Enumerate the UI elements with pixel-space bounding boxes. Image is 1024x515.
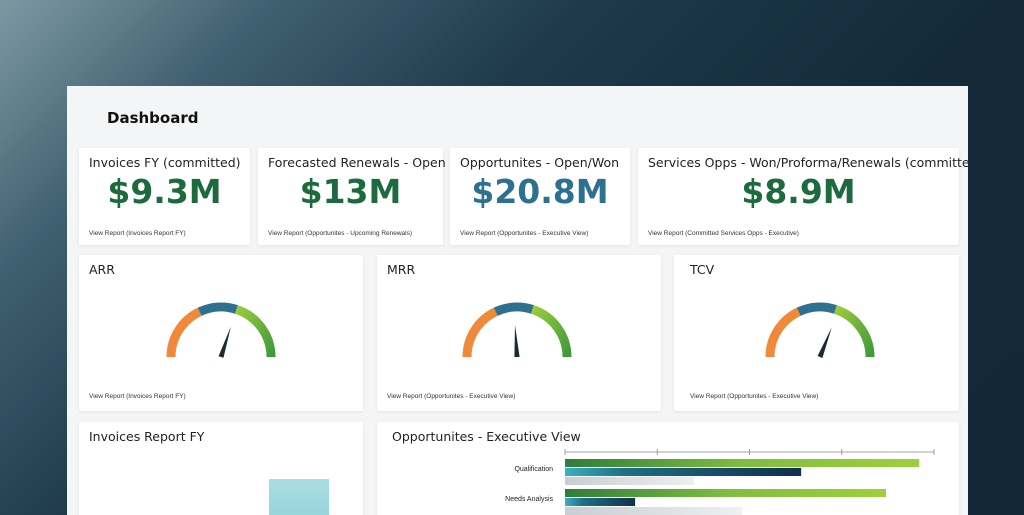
gauge-segment-low [462,307,498,358]
gauge-chart [765,302,875,358]
gauge-segment-high [530,305,572,358]
invoices-chart-card[interactable]: Invoices Report FY [79,422,363,515]
kpi-card-invoices[interactable]: Invoices FY (committed) $9.3M View Repor… [79,148,250,245]
gauge-segment-high [234,305,276,358]
kpi-title: Forecasted Renewals - Open [268,155,446,170]
gauge-title: ARR [89,262,115,277]
bar-series-1[interactable] [565,459,920,467]
gauge-needle [514,325,520,358]
gauge-card-tcv[interactable]: TCV View Report (Opportunites - Executiv… [674,255,959,411]
bar-series-1[interactable] [565,489,887,497]
view-report-link[interactable]: View Report (Opportunites - Executive Vi… [460,230,589,237]
gauge-segment-mid [493,302,534,316]
chart-title: Opportunites - Executive View [392,429,581,444]
kpi-title: Opportunites - Open/Won [460,155,620,170]
chart-bar [269,479,329,515]
gauge-segment-mid [796,302,837,316]
dashboard-panel: Dashboard Invoices FY (committed) $9.3M … [67,86,968,515]
kpi-value: $9.3M [107,172,222,211]
gauge-needle [218,326,231,358]
view-report-link[interactable]: View Report (Invoices Report FY) [89,393,186,400]
kpi-value: $8.9M [741,172,856,211]
gauge-chart [166,302,276,358]
kpi-value: $20.8M [471,172,609,211]
opportunities-chart-card[interactable]: Opportunites - Executive View Qualificat… [377,422,959,515]
bar-series-2[interactable] [565,498,636,506]
chart-title: Invoices Report FY [89,429,205,444]
kpi-title: Invoices FY (committed) [89,155,241,170]
gauge-segment-mid [197,302,238,316]
stage-label: Qualification [514,466,553,473]
gauge-segment-low [166,307,202,358]
gauge-title: MRR [387,262,416,277]
kpi-card-opportunities[interactable]: Opportunites - Open/Won $20.8M View Repo… [450,148,630,245]
view-report-link[interactable]: View Report (Opportunites - Executive Vi… [690,393,819,400]
gauge-title: TCV [690,262,715,277]
opportunities-bar-chart: Qualification Needs Analysis [505,449,935,515]
gauge-segment-low [765,307,801,358]
gauge-needle [817,327,832,358]
gauge-chart [462,302,572,358]
view-report-link[interactable]: View Report (Committed Services Opps - E… [648,230,799,237]
gauge-card-mrr[interactable]: MRR View Report (Opportunites - Executiv… [377,255,661,411]
kpi-card-services[interactable]: Services Opps - Won/Proforma/Renewals (c… [638,148,968,245]
stage-label: Needs Analysis [505,496,553,503]
kpi-title: Services Opps - Won/Proforma/Renewals (c… [648,155,968,170]
gauge-card-arr[interactable]: ARR View Report (Invoices Report FY) [79,255,363,411]
gauge-segment-high [833,305,875,358]
view-report-link[interactable]: View Report (Opportunites - Upcoming Ren… [268,230,413,237]
kpi-value: $13M [299,172,402,211]
bar-series-3[interactable] [565,507,743,515]
kpi-card-renewals[interactable]: Forecasted Renewals - Open $13M View Rep… [258,148,446,245]
page-title: Dashboard [107,109,199,127]
bar-series-3[interactable] [565,477,695,485]
view-report-link[interactable]: View Report (Opportunites - Executive Vi… [387,393,516,400]
view-report-link[interactable]: View Report (Invoices Report FY) [89,230,186,237]
bar-series-2[interactable] [565,468,802,476]
